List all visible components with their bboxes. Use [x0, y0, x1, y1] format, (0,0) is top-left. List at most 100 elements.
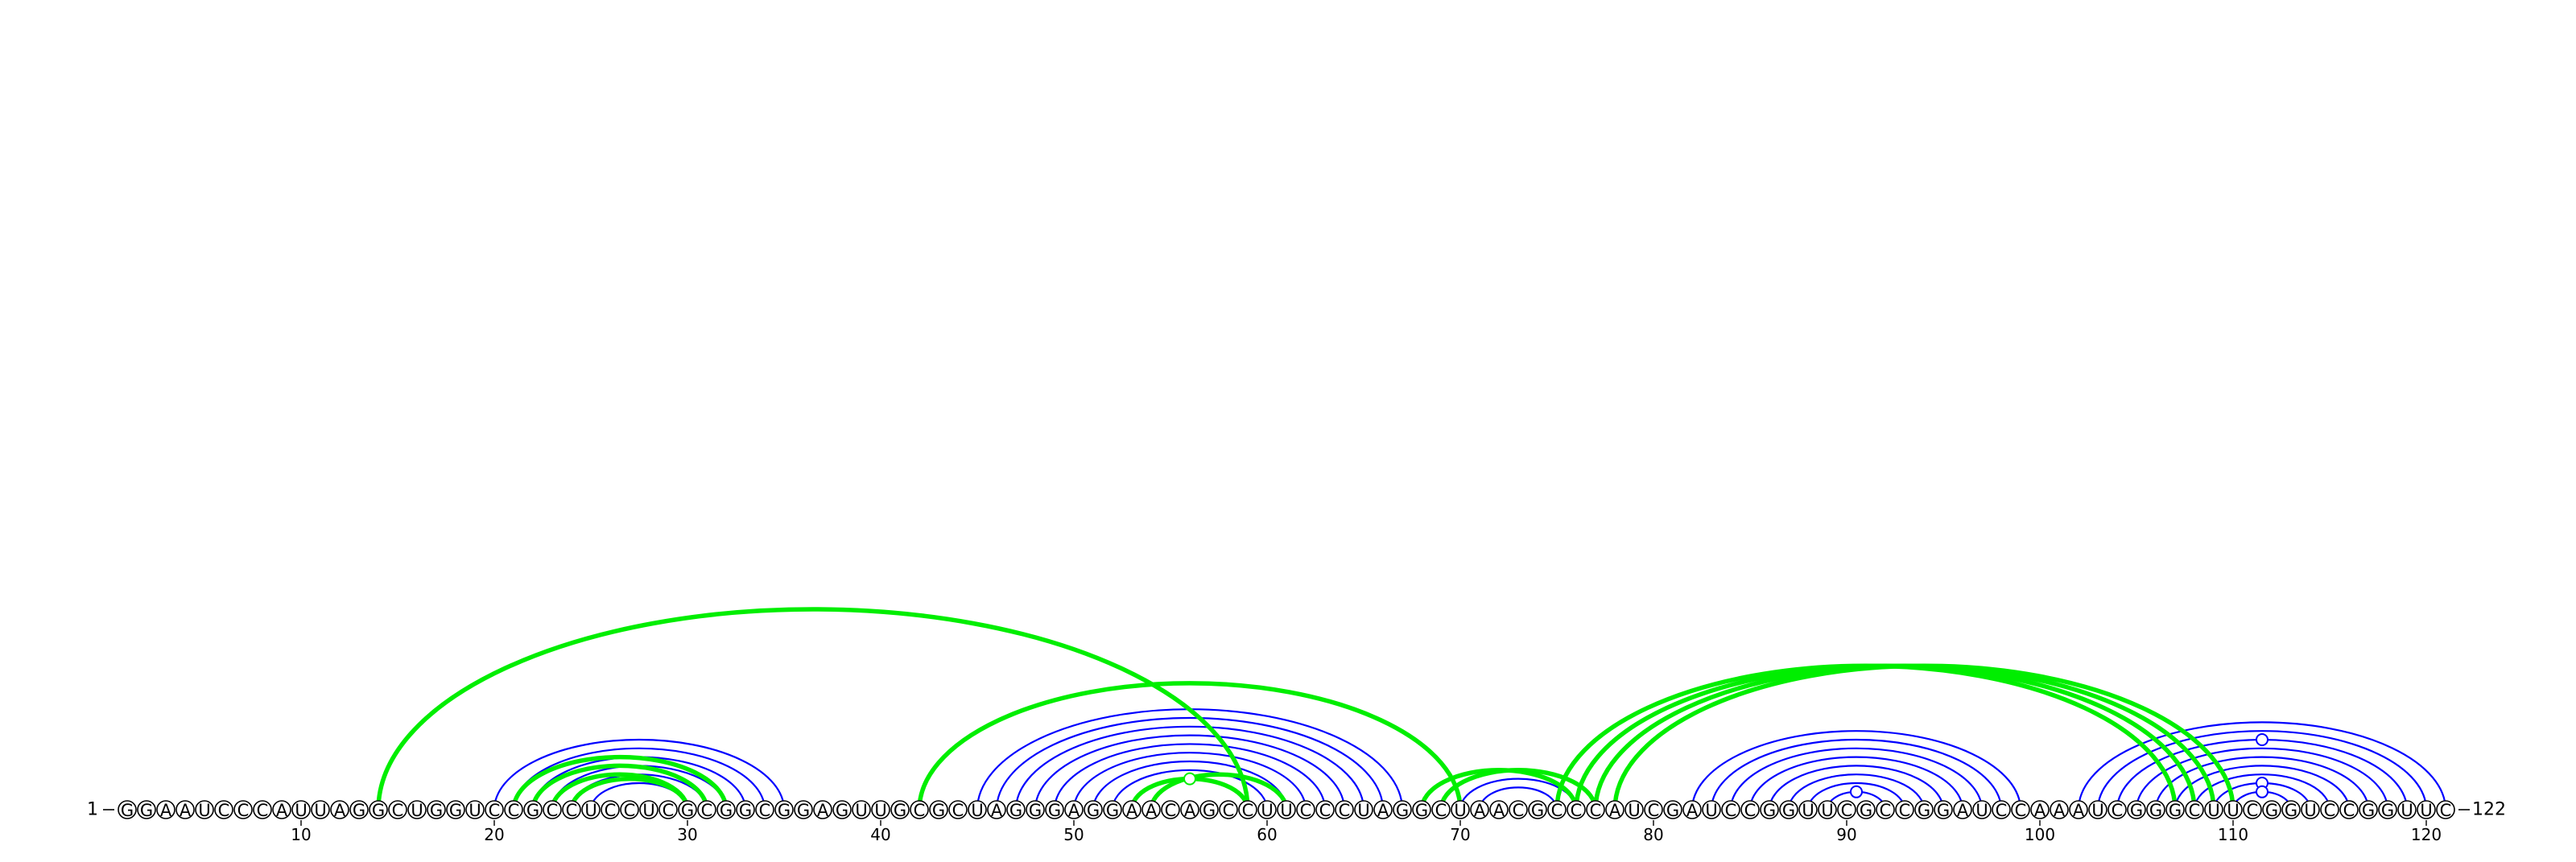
nucleotide: G: [1914, 800, 1934, 820]
blue-pair-arc: [976, 708, 1404, 810]
nucleotide-letter: U: [2227, 801, 2239, 820]
nucleotide-circle: [1934, 800, 1953, 819]
blue-pair-arc: [1478, 786, 1558, 810]
nucleotide-circle: [543, 800, 562, 819]
nucleotide-letter: A: [1686, 801, 1699, 820]
nucleotide-circle: [330, 800, 349, 819]
nucleotide-letter: U: [1357, 801, 1369, 820]
nucleotide-circle: [195, 800, 214, 819]
nucleotide: C: [601, 800, 620, 820]
nucleotide-circle: [929, 800, 948, 819]
blue-noncanonical-marker: [2256, 785, 2268, 798]
nucleotide-circle: [388, 800, 407, 819]
nucleotide-letter: C: [2343, 801, 2355, 820]
nucleotide: G: [1934, 800, 1953, 820]
nucleotide-letter: G: [778, 801, 791, 820]
nucleotide-circle: [156, 800, 175, 819]
nucleotide-circle: [601, 800, 620, 819]
nucleotide-circle: [1972, 800, 1992, 819]
nucleotide-circle: [427, 800, 446, 819]
nucleotide: C: [1567, 800, 1586, 820]
nucleotide-letter: A: [2034, 801, 2046, 820]
nucleotide-letter: G: [932, 801, 945, 820]
position-axis: 10 20 30 40 50 60 70 80 90 100 110 120: [291, 820, 2442, 844]
nucleotide: G: [137, 800, 156, 820]
nucleotide-letter: G: [1782, 801, 1795, 820]
nucleotide-letter: U: [411, 801, 423, 820]
nucleotide-letter: U: [1975, 801, 1988, 820]
nucleotide: C: [755, 800, 774, 820]
nucleotide: U: [1354, 800, 1373, 820]
nucleotide-letter: U: [1280, 801, 1292, 820]
nucleotide-circle: [1489, 800, 1509, 819]
axis-tick-label: 50: [1063, 825, 1084, 844]
nucleotide-circle: [2243, 800, 2262, 819]
nucleotide-circle: [2223, 800, 2243, 819]
nucleotide-circle: [2069, 800, 2088, 819]
nucleotide: A: [1180, 800, 1199, 820]
nucleotide: C: [1837, 800, 1856, 820]
nucleotide-circle: [1315, 800, 1335, 819]
nucleotide: U: [2204, 800, 2223, 820]
nucleotide-letter: C: [701, 801, 713, 820]
nucleotide: C: [1509, 800, 1528, 820]
nucleotide: A: [330, 800, 349, 820]
nucleotide-circle: [1837, 800, 1856, 819]
nucleotide: C: [214, 800, 233, 820]
nucleotide-circle: [1393, 800, 1412, 819]
nucleotide: C: [1219, 800, 1238, 820]
nucleotide-letter: U: [2091, 801, 2103, 820]
nucleotide: C: [1238, 800, 1257, 820]
nucleotide: C: [948, 800, 968, 820]
nucleotide-letter: G: [2381, 801, 2394, 820]
nucleotide-letter: U: [2207, 801, 2219, 820]
nucleotide: G: [1199, 800, 1219, 820]
nucleotide-circle: [233, 800, 253, 819]
nucleotide: C: [1895, 800, 1914, 820]
nucleotide: G: [1663, 800, 1682, 820]
nucleotide: G: [1084, 800, 1103, 820]
nucleotide: G: [1393, 800, 1412, 820]
nucleotide-letter: U: [198, 801, 210, 820]
nucleotide-circle: [2301, 800, 2320, 819]
blue-pair-arc: [1034, 734, 1346, 810]
nucleotide-letter: G: [526, 801, 539, 820]
nucleotide-circle: [1682, 800, 1702, 819]
nucleotide-circle: [2185, 800, 2204, 819]
nucleotide-circle: [1335, 800, 1354, 819]
nucleotide-circle: [1141, 800, 1161, 819]
nucleotide-letter: U: [1628, 801, 1640, 820]
nucleotide-circle: [1277, 800, 1296, 819]
green-pair-arc: [1439, 768, 1598, 810]
nucleotide-letter: G: [1009, 801, 1022, 820]
nucleotide-letter: U: [2401, 801, 2413, 820]
nucleotide-letter: C: [1319, 801, 1331, 820]
nucleotide: C: [233, 800, 253, 820]
green-pair-arc: [530, 763, 709, 810]
nucleotide-circle: [1180, 800, 1199, 819]
nucleotide-circle: [2320, 800, 2339, 819]
nucleotide: U: [407, 800, 427, 820]
nucleotide: G: [1026, 800, 1045, 820]
nucleotide: U: [311, 800, 330, 820]
nucleotide: A: [1141, 800, 1161, 820]
nucleotide-letter: C: [759, 801, 771, 820]
green-pair-arc: [511, 754, 729, 810]
nucleotide-letter: U: [874, 801, 886, 820]
nucleotide-letter: C: [1648, 801, 1660, 820]
nucleotide-circle: [2281, 800, 2301, 819]
nucleotide-circle: [658, 800, 678, 819]
nucleotide-circle: [1219, 800, 1238, 819]
nucleotide-circle: [1451, 800, 1470, 819]
nucleotide: U: [1818, 800, 1837, 820]
nucleotide-circle: [349, 800, 369, 819]
nucleotide-circle: [214, 800, 233, 819]
nucleotide-letter: A: [1493, 801, 1505, 820]
nucleotide-letter: G: [1029, 801, 1042, 820]
nucleotide: U: [1798, 800, 1818, 820]
nucleotide-circle: [2088, 800, 2107, 819]
nucleotide-circle: [1547, 800, 1567, 819]
blue-pair-arc: [2096, 730, 2428, 810]
nucleotide: A: [272, 800, 291, 820]
nucleotide-letter: G: [449, 801, 462, 820]
